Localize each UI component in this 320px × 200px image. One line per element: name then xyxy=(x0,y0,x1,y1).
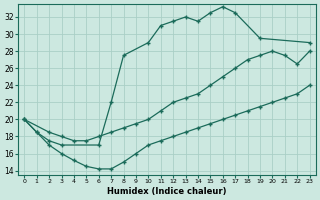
X-axis label: Humidex (Indice chaleur): Humidex (Indice chaleur) xyxy=(107,187,227,196)
